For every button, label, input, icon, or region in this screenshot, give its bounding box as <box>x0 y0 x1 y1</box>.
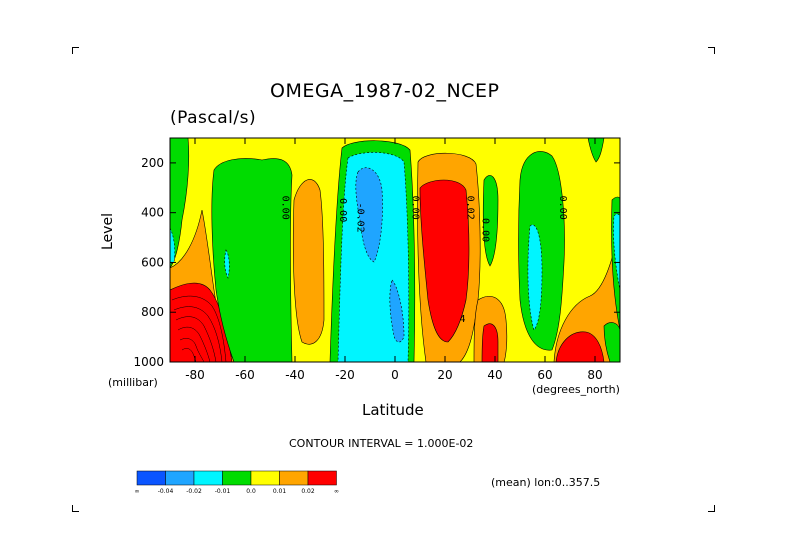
colorbar-level-label: -0.01 <box>215 488 231 495</box>
region-southern-midlat-orange <box>292 179 325 345</box>
x-tick-label: -60 <box>235 368 255 382</box>
y-axis-unit: (millibar) <box>108 376 158 389</box>
x-axis-unit: (degrees_north) <box>532 383 620 396</box>
y-tick-label: 1000 <box>133 355 164 369</box>
x-tick-label: 20 <box>437 368 452 382</box>
x-tick-label: 40 <box>487 368 502 382</box>
corner-mark-top-left <box>72 47 79 54</box>
colorbar-end-marker: ∞ <box>334 488 339 495</box>
contour-label: 0.00 <box>410 196 421 220</box>
antarctic-contour-lines <box>171 295 227 362</box>
region-northern-midlat-green <box>518 151 565 351</box>
region-northern-midlat-cyan <box>527 224 543 331</box>
contour-label: 0.00 <box>337 198 348 222</box>
x-tick-label: -20 <box>335 368 355 382</box>
y-tick-label: 200 <box>141 156 164 170</box>
colorbar-level-label: 0.01 <box>273 488 287 495</box>
region-southern-subtropics-cyan <box>224 249 230 279</box>
region-northern-subtropics-red <box>419 179 470 343</box>
y-axis-ticks: 200 400 600 800 1000 <box>133 156 620 369</box>
contour-interval-note: CONTOUR INTERVAL = 1.000E-02 <box>289 437 474 450</box>
contour-label: 0.00 <box>557 196 568 220</box>
x-tick-label: 0 <box>391 368 399 382</box>
colorbar-end-marker: ∞ <box>135 488 140 495</box>
region-tropical-blue-lower <box>389 279 405 343</box>
colorbar-level-label: -0.02 <box>186 488 202 495</box>
contour-label: 4 <box>459 314 465 325</box>
corner-mark-bottom-left <box>72 505 79 512</box>
y-tick-label: 400 <box>141 206 164 220</box>
colorbar-swatch <box>136 470 166 486</box>
colorbar-level-label: -0.04 <box>158 488 174 495</box>
mean-longitude-note: (mean) lon:0..357.5 <box>491 476 601 489</box>
chart-title: OMEGA_1987-02_NCEP <box>270 80 500 102</box>
region-south-pole-cyan <box>170 227 176 265</box>
colorbar-swatch <box>222 470 252 486</box>
region-southern-subtropics-green <box>211 158 293 362</box>
contour-labels: 0.00 0.00 -0.02 0.00 0.02 0.00 0.00 4 <box>280 196 569 326</box>
colorbar-level-label: 0.0 <box>246 488 256 495</box>
region-north-40-red <box>481 323 499 362</box>
region-arctic-green-top <box>587 138 605 163</box>
region-antarctic-red <box>170 282 233 362</box>
x-tick-label: 60 <box>537 368 552 382</box>
x-axis-ticks: -80 -60 -40 -20 0 20 40 60 80 <box>185 138 603 382</box>
region-arctic-green-bottom <box>603 322 620 362</box>
contour-field <box>170 138 620 362</box>
colorbar-legend: -0.04 -0.02 -0.01 0.0 0.01 0.02 ∞ ∞ <box>135 470 339 495</box>
colorbar-swatch <box>193 470 223 486</box>
chart-units: (Pascal/s) <box>170 108 257 128</box>
contour-label: 0.00 <box>480 218 491 242</box>
colorbar-swatch <box>165 470 195 486</box>
colorbar-swatch <box>279 470 309 486</box>
region-arctic-cyan-right <box>613 213 620 291</box>
colorbar-level-label: 0.02 <box>301 488 315 495</box>
region-north-38-green <box>482 175 499 267</box>
y-tick-label: 800 <box>141 305 164 319</box>
colorbar-swatch <box>307 470 337 486</box>
y-tick-label: 600 <box>141 255 164 269</box>
colorbar-swatch <box>250 470 280 486</box>
x-tick-label: -80 <box>185 368 205 382</box>
corner-mark-top-right <box>708 47 715 54</box>
corner-mark-bottom-right <box>708 505 715 512</box>
region-arctic-red <box>555 331 605 362</box>
region-tropical-blue <box>355 167 383 263</box>
x-tick-label: 80 <box>587 368 602 382</box>
contour-label: 0.02 <box>465 196 476 220</box>
contour-label: -0.02 <box>355 203 366 233</box>
contour-label: 0.00 <box>280 196 291 220</box>
x-axis-label: Latitude <box>362 401 424 419</box>
x-tick-label: -40 <box>285 368 305 382</box>
